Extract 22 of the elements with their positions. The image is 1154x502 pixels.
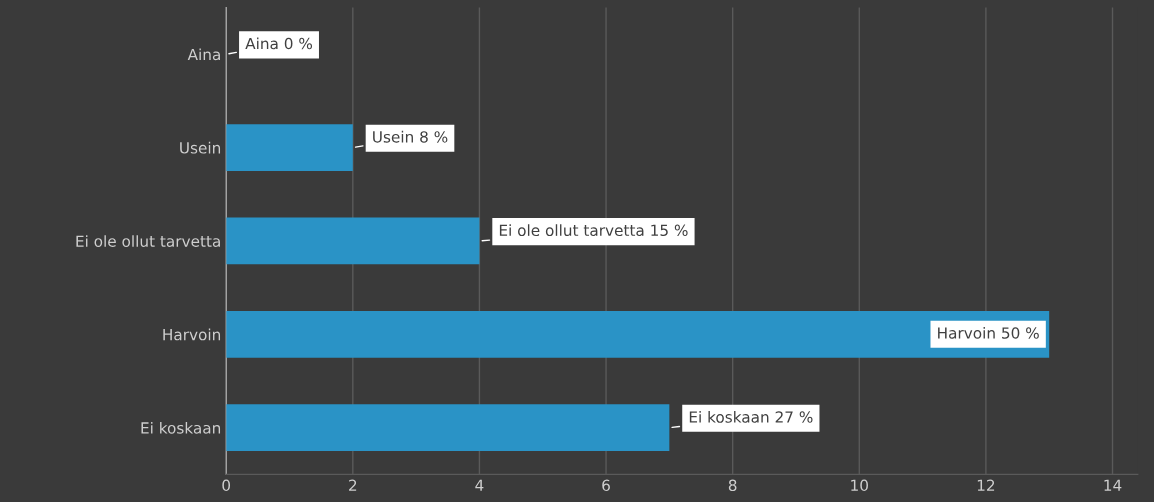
- x-tick-label: 4: [475, 479, 484, 491]
- bar: [226, 217, 480, 265]
- y-tick-label: Aina: [187, 48, 220, 61]
- x-tick-label: 2: [349, 479, 357, 491]
- y-tick-label: Usein: [180, 141, 221, 154]
- x-tick-label: 0: [222, 479, 231, 492]
- bar: [226, 310, 1050, 358]
- bar: [226, 404, 670, 452]
- data-label: Aina 0 %: [245, 37, 313, 50]
- data-label: Harvoin 50 %: [938, 326, 1039, 339]
- x-tick-label: 10: [851, 479, 868, 492]
- x-tick-label: 14: [1104, 479, 1122, 491]
- x-tick-label: 6: [602, 479, 610, 492]
- bar: [226, 124, 353, 171]
- y-tick-label: Harvoin: [163, 328, 221, 341]
- y-tick-label: Ei ole ollut tarvetta: [76, 235, 220, 247]
- x-tick-label: 8: [728, 479, 737, 492]
- data-label: Usein 8 %: [373, 130, 448, 143]
- y-tick-label: Ei koskaan: [141, 421, 221, 434]
- data-label: Ei ole ollut tarvetta 15 %: [499, 224, 688, 237]
- x-tick-label: 12: [977, 479, 995, 491]
- data-label: Ei koskaan 27 %: [689, 410, 813, 423]
